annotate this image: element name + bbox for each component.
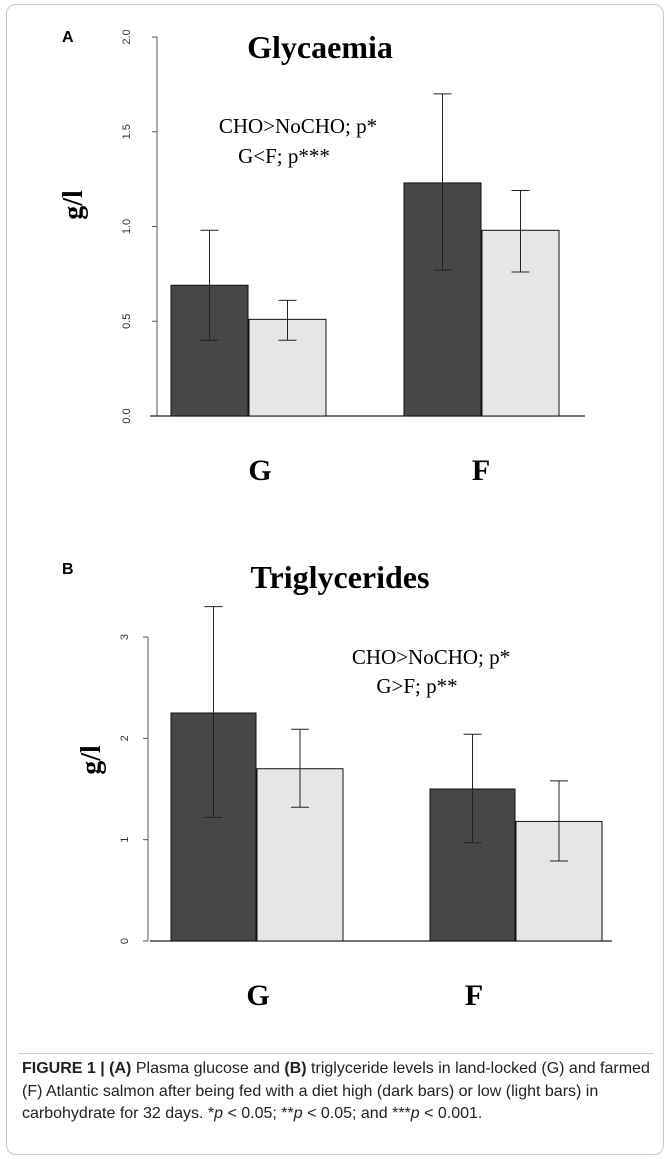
panel-b-ylabel: g/l <box>76 745 107 775</box>
panel-b-category-g: G <box>246 979 269 1012</box>
caption-text-4: < 0.05; and *** <box>302 1105 411 1122</box>
caption-divider <box>18 1053 654 1054</box>
caption-p-1: p <box>214 1105 224 1122</box>
panel-b-annotation-1: CHO>NoCHO; p* <box>352 645 510 669</box>
caption-text-1: Plasma glucose and <box>131 1060 285 1077</box>
panel-a-plot: 0.0 0.5 1.0 1.5 2.0 <box>121 29 585 424</box>
caption-ref-a: (A) <box>109 1060 132 1077</box>
panel-a-y-tick-label: 2.0 <box>121 29 133 44</box>
figure-canvas: A Glycaemia g/l CHO>NoCHO; p* G<F; p*** … <box>58 29 612 1012</box>
caption-label: FIGURE 1 | <box>22 1060 105 1077</box>
panel-b-y-tick-label: 3 <box>119 634 131 640</box>
panel-b-annotation-2: G>F; p** <box>376 674 457 698</box>
panel-a-category-g: G <box>248 454 271 487</box>
panel-b-y-tick-label: 1 <box>119 837 131 843</box>
panel-a-y-tick-label: 1.0 <box>121 219 133 234</box>
figure-caption: FIGURE 1 | (A) Plasma glucose and (B) tr… <box>22 1058 652 1126</box>
panel-a-title: Glycaemia <box>247 29 393 65</box>
panel-a-annotation-2: G<F; p*** <box>238 144 330 168</box>
panel-a-letter: A <box>62 29 74 46</box>
panel-b-plot: 0 1 2 3 <box>119 606 612 944</box>
panel-a-annotation-1: CHO>NoCHO; p* <box>219 114 377 138</box>
figure-frame <box>6 4 664 1155</box>
panel-b-letter: B <box>62 561 74 578</box>
caption-text-2: triglyceride levels in land-locked (G) a… <box>22 1060 650 1122</box>
panel-b-y-tick-label: 2 <box>119 735 131 741</box>
caption-text-5: < 0.001. <box>419 1105 483 1122</box>
panel-b-category-f: F <box>465 979 483 1012</box>
panel-a-y-tick-label: 0.0 <box>121 408 133 423</box>
caption-p-3: p <box>410 1105 420 1122</box>
caption-text-3: < 0.05; ** <box>223 1105 294 1122</box>
caption-p-2: p <box>293 1105 303 1122</box>
caption-ref-b: (B) <box>284 1060 307 1077</box>
panel-b-y-tick-label: 0 <box>119 938 131 944</box>
panel-a-y-tick-label: 0.5 <box>121 314 133 329</box>
panel-a-category-f: F <box>472 454 490 487</box>
panel-b-title: Triglycerides <box>251 559 430 595</box>
panel-a-ylabel: g/l <box>58 190 89 220</box>
panel-a-y-tick-label: 1.5 <box>121 124 133 139</box>
